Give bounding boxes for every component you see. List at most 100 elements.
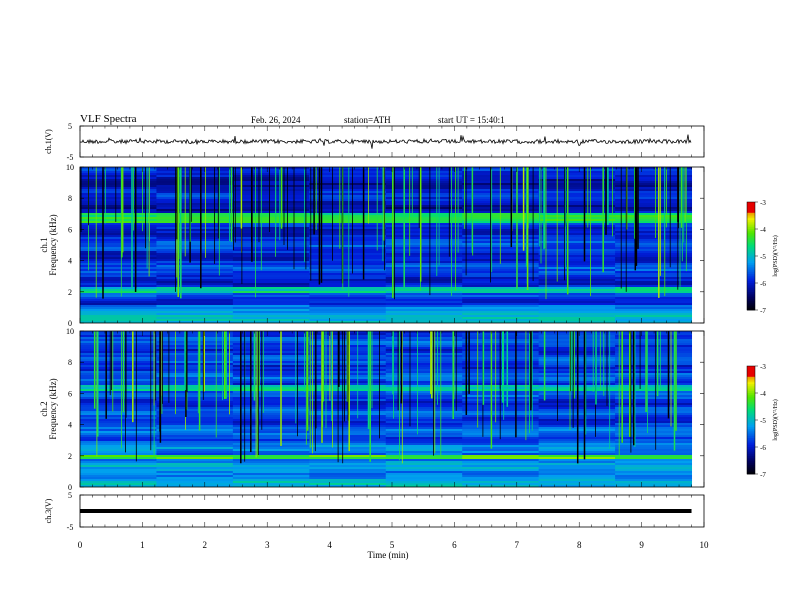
colorbar-segment bbox=[747, 385, 755, 388]
colorbar-segment bbox=[747, 439, 755, 442]
colorbar-segment bbox=[747, 461, 755, 464]
colorbar-segment bbox=[747, 236, 755, 239]
colorbar-segment bbox=[747, 366, 755, 369]
y-tick-label: 6 bbox=[68, 225, 72, 234]
colorbar-segment bbox=[747, 239, 755, 242]
y-tick-label: 2 bbox=[68, 452, 72, 461]
x-tick-label: 5 bbox=[390, 540, 395, 550]
colorbar-segment bbox=[747, 221, 755, 224]
colorbar-segment bbox=[747, 416, 755, 419]
colorbar-tick-label: -4 bbox=[760, 226, 766, 234]
colorbar-label: log(PSD)(V²/Hz) bbox=[772, 399, 779, 440]
colorbar-tick-label: -3 bbox=[760, 363, 766, 371]
x-tick-label: 1 bbox=[140, 540, 145, 550]
spectrogram-1 bbox=[79, 167, 693, 323]
colorbar-segment bbox=[747, 212, 755, 215]
colorbar-label: log(PSD)(V²/Hz) bbox=[772, 235, 779, 276]
colorbar-segment bbox=[747, 367, 755, 370]
y-axis-label: ch.3(V) bbox=[44, 498, 53, 523]
colorbar-segment bbox=[747, 220, 755, 223]
y-axis-label: ch.1(V) bbox=[44, 129, 53, 154]
x-tick-label: 3 bbox=[265, 540, 270, 550]
colorbar-segment bbox=[747, 211, 755, 214]
colorbar-segment bbox=[747, 302, 755, 305]
y-tick-label: 5 bbox=[68, 122, 72, 131]
colorbar-segment bbox=[747, 230, 755, 233]
colorbar-segment bbox=[747, 205, 755, 208]
colorbar-segment bbox=[747, 272, 755, 275]
series-line bbox=[80, 509, 692, 513]
colorbar-segment bbox=[747, 216, 755, 219]
colorbar-segment bbox=[747, 391, 755, 394]
start-ut-label: start UT = 15:40:1 bbox=[438, 115, 505, 125]
colorbar-segment bbox=[747, 247, 755, 250]
colorbar-segment bbox=[747, 304, 755, 307]
colorbar-segment bbox=[747, 394, 755, 397]
colorbar-segment bbox=[747, 402, 755, 405]
colorbar-segment bbox=[747, 274, 755, 277]
colorbar-segment bbox=[747, 290, 755, 293]
colorbar-segment bbox=[747, 468, 755, 471]
station-label: station=ATH bbox=[344, 115, 391, 125]
colorbar-segment bbox=[747, 380, 755, 383]
colorbar-segment bbox=[747, 441, 755, 444]
colorbar-segment bbox=[747, 454, 755, 457]
y-tick-label: 4 bbox=[68, 421, 72, 430]
colorbar-segment bbox=[747, 375, 755, 378]
colorbar-segment bbox=[747, 421, 755, 424]
colorbar-segment bbox=[747, 409, 755, 412]
y-tick-label: 8 bbox=[68, 358, 72, 367]
date-label: Feb. 26, 2024 bbox=[251, 115, 301, 125]
colorbar-segment bbox=[747, 448, 755, 451]
colorbar-segment bbox=[747, 445, 755, 448]
colorbar-segment bbox=[747, 403, 755, 406]
x-tick-label: 6 bbox=[452, 540, 457, 550]
colorbar-tick-label: -5 bbox=[760, 253, 766, 261]
colorbar-tick-label: -6 bbox=[760, 280, 766, 288]
colorbar-segment bbox=[747, 268, 755, 271]
y-tick-label: 5 bbox=[68, 491, 72, 500]
x-tick-label: 2 bbox=[203, 540, 208, 550]
colorbar-segment bbox=[747, 270, 755, 273]
colorbar-segment bbox=[747, 241, 755, 244]
y-axis-label: Frequency (kHz) bbox=[48, 214, 58, 275]
colorbar-segment bbox=[747, 430, 755, 433]
colorbar-segment bbox=[747, 418, 755, 421]
colorbar-segment bbox=[747, 412, 755, 415]
colorbar-tick-label: -4 bbox=[760, 390, 766, 398]
x-tick-label: 10 bbox=[700, 540, 710, 550]
y-tick-label: 0 bbox=[68, 319, 72, 328]
colorbar-segment bbox=[747, 384, 755, 387]
colorbar-segment bbox=[747, 450, 755, 453]
colorbar-segment bbox=[747, 281, 755, 284]
colorbar-segment bbox=[747, 209, 755, 212]
spectrogram-2 bbox=[80, 331, 693, 487]
colorbar-segment bbox=[747, 297, 755, 300]
y-axis-label: Frequency (kHz) bbox=[48, 378, 58, 439]
colorbar-segment bbox=[747, 301, 755, 304]
colorbar-segment bbox=[747, 434, 755, 437]
colorbar-segment bbox=[747, 452, 755, 455]
colorbar-segment bbox=[747, 250, 755, 253]
x-tick-label: 7 bbox=[515, 540, 520, 550]
colorbar-segment bbox=[747, 279, 755, 282]
colorbar-segment bbox=[747, 243, 755, 246]
colorbar-segment bbox=[747, 207, 755, 210]
y-tick-label: 8 bbox=[68, 194, 72, 203]
y-tick-label: 2 bbox=[68, 288, 72, 297]
y-tick-label: 10 bbox=[66, 163, 74, 172]
colorbar-segment bbox=[747, 227, 755, 230]
colorbar-segment bbox=[747, 263, 755, 266]
series-line bbox=[79, 134, 692, 149]
colorbar-segment bbox=[747, 376, 755, 379]
colorbar-segment bbox=[747, 382, 755, 385]
colorbar-segment bbox=[747, 232, 755, 235]
y-tick-label: 10 bbox=[66, 327, 74, 336]
colorbar-segment bbox=[747, 286, 755, 289]
y-tick-label: 6 bbox=[68, 389, 72, 398]
colorbar-segment bbox=[747, 398, 755, 401]
colorbar-segment bbox=[747, 257, 755, 260]
colorbar-segment bbox=[747, 288, 755, 291]
colorbar-segment bbox=[747, 470, 755, 473]
